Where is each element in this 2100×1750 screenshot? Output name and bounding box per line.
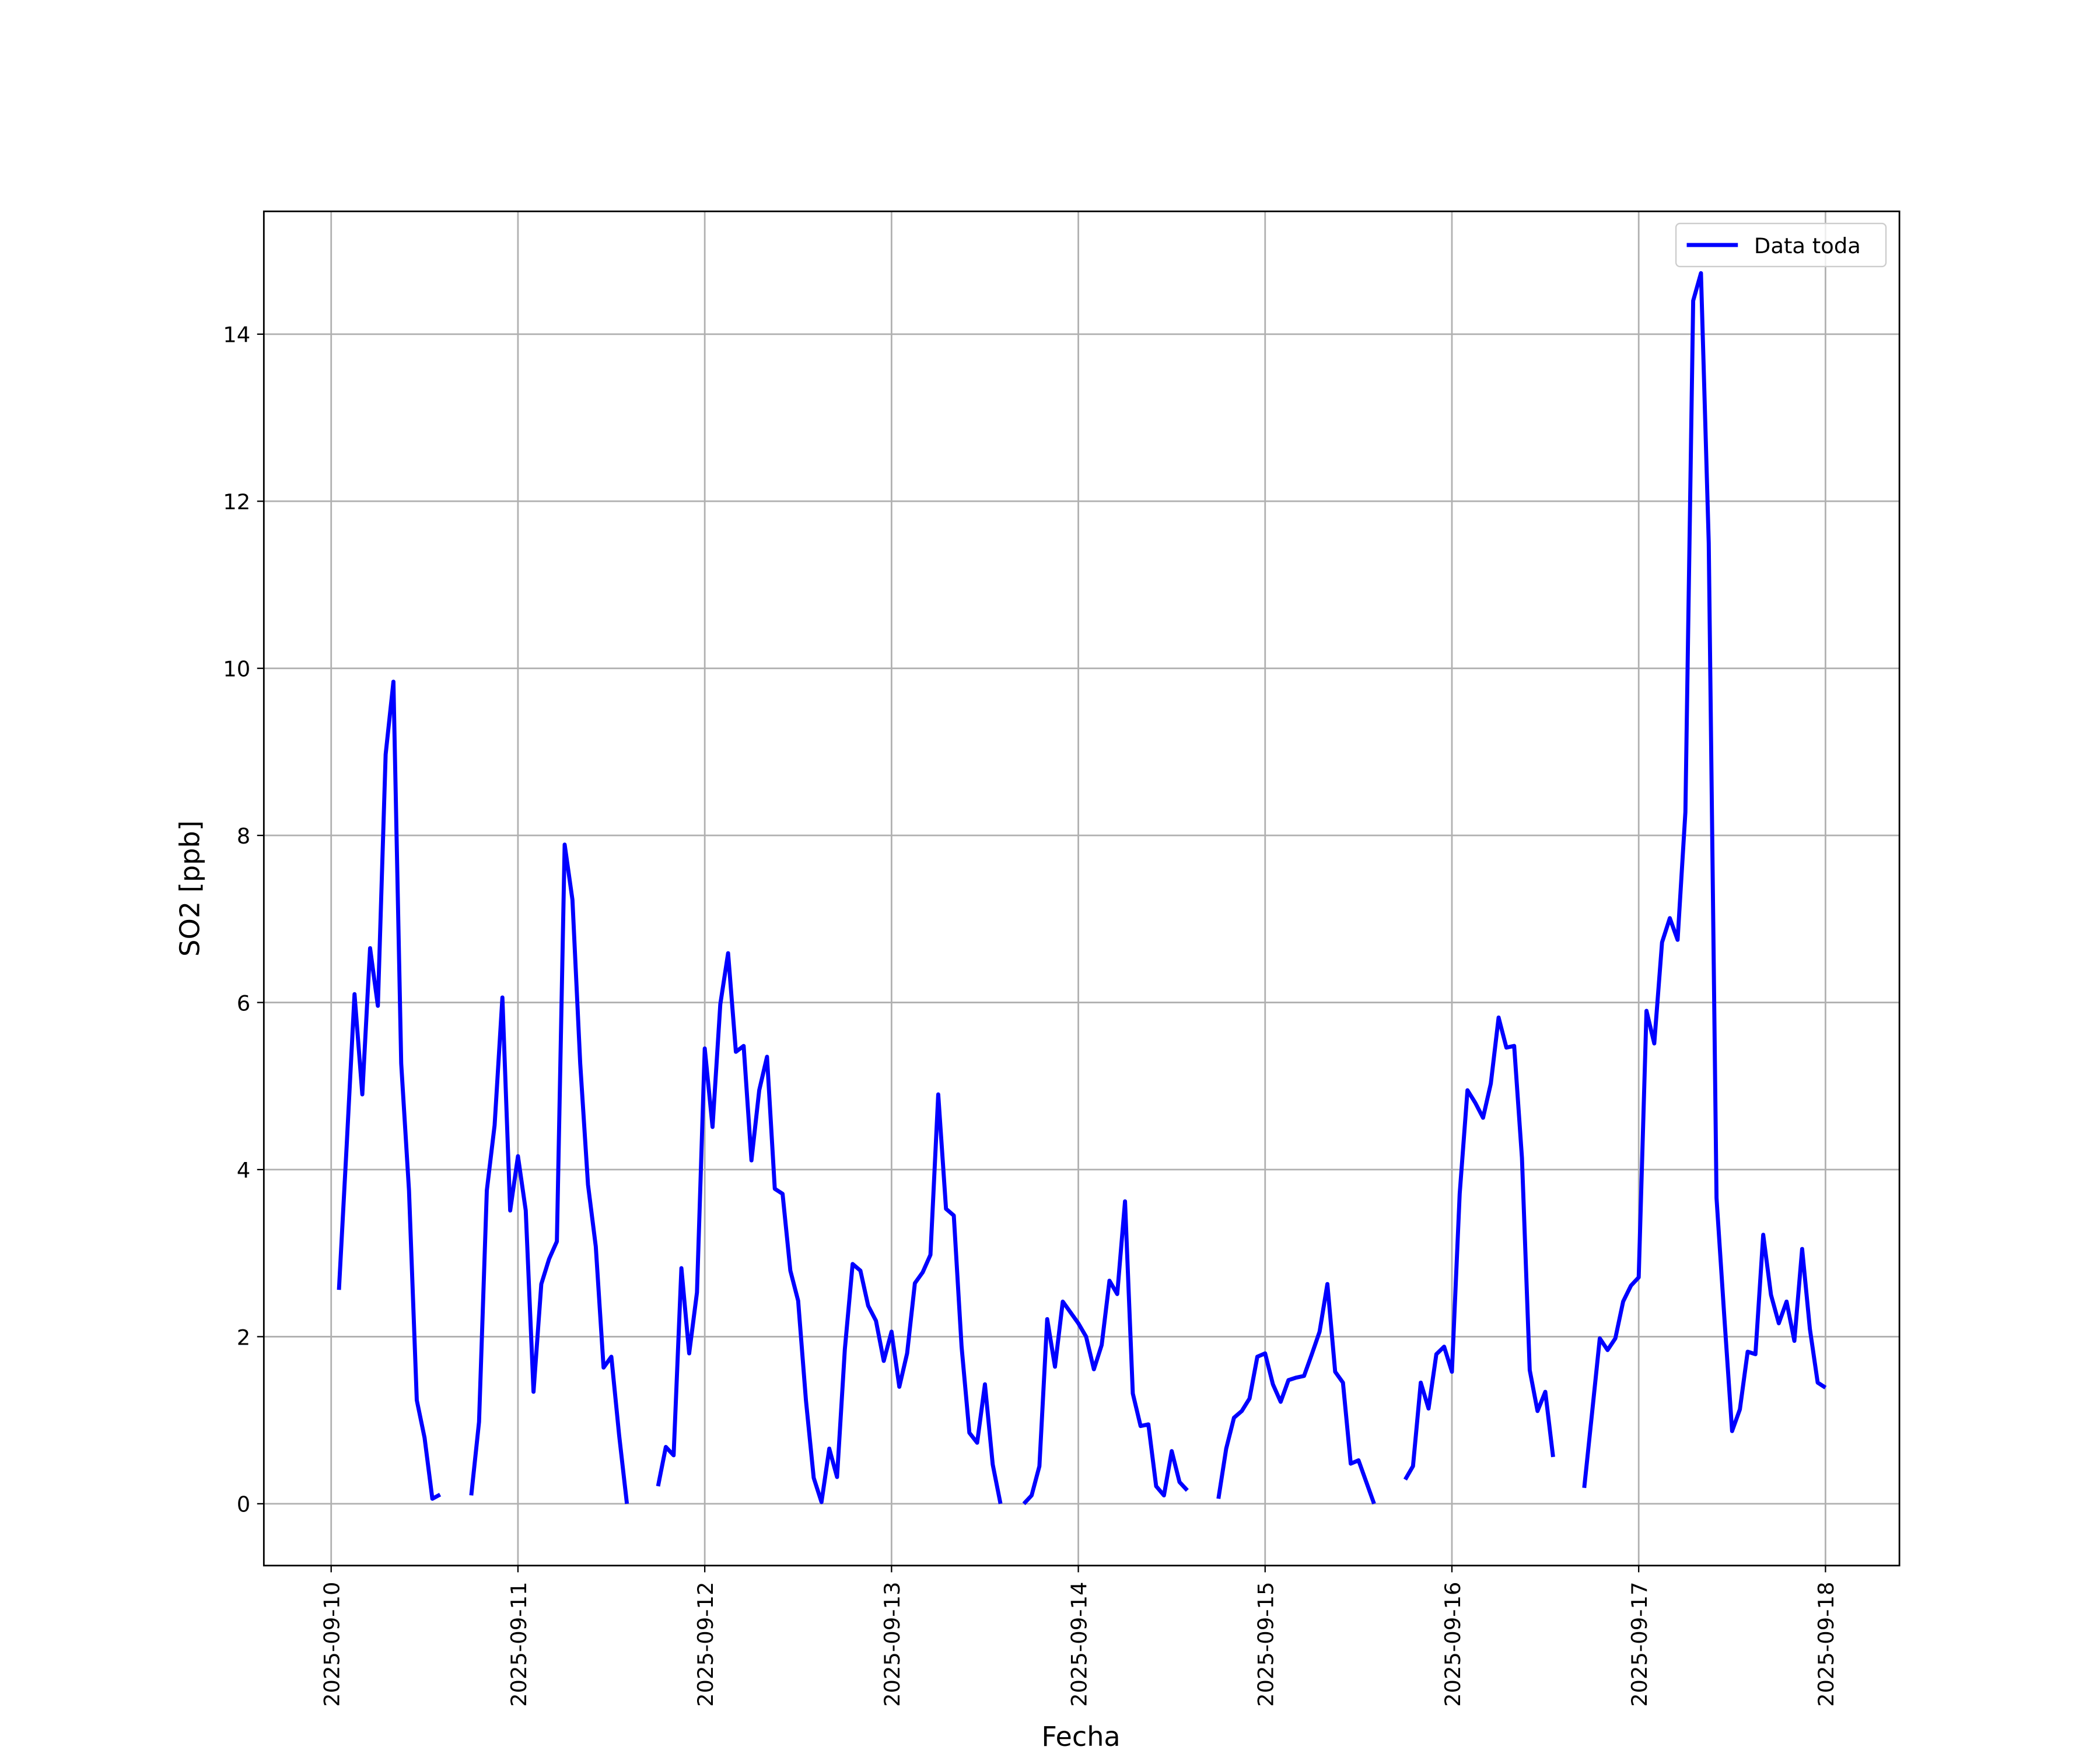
x-tick-label: 2025-09-11 bbox=[506, 1582, 531, 1707]
x-tick-label: 2025-09-16 bbox=[1440, 1582, 1465, 1707]
x-tick-label: 2025-09-12 bbox=[693, 1582, 718, 1707]
y-tick-label: 12 bbox=[223, 489, 250, 514]
plot-frame bbox=[262, 210, 1901, 1567]
y-tick-label: 10 bbox=[223, 657, 250, 682]
y-axis-label: SO2 [ppb] bbox=[174, 820, 206, 957]
y-tick-label: 14 bbox=[223, 323, 250, 348]
y-tick-label: 2 bbox=[237, 1325, 250, 1350]
x-tick-label: 2025-09-10 bbox=[320, 1582, 345, 1707]
y-tick-label: 6 bbox=[237, 991, 250, 1016]
legend-box bbox=[1675, 222, 1887, 268]
y-tick-label: 0 bbox=[237, 1492, 250, 1517]
legend-label: Data toda bbox=[1754, 233, 1861, 258]
y-tick-label: 4 bbox=[237, 1158, 250, 1183]
x-tick-label: 2025-09-13 bbox=[880, 1582, 905, 1707]
x-tick-label: 2025-09-18 bbox=[1814, 1582, 1839, 1707]
x-tick-label: 2025-09-14 bbox=[1066, 1582, 1091, 1707]
x-axis-label: Fecha bbox=[1041, 1721, 1120, 1750]
data-line bbox=[337, 271, 1827, 1506]
x-tick-label: 2025-09-15 bbox=[1254, 1582, 1279, 1707]
y-tick-label: 8 bbox=[237, 824, 250, 849]
x-tick-label: 2025-09-17 bbox=[1627, 1582, 1652, 1707]
